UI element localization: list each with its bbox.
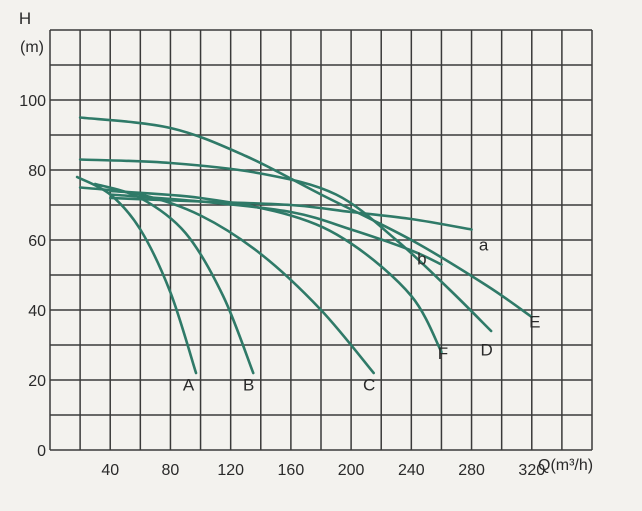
y-axis-label-unit: (m) [20,39,44,56]
y-tick-label: 60 [28,233,46,250]
curve-D [78,158,493,333]
y-tick-label: 100 [19,93,46,110]
grid [49,29,593,451]
curve-b [108,193,443,266]
curve-label-D: D [480,341,492,360]
curve-F [108,189,443,354]
x-tick-label: 280 [458,462,485,479]
y-tick-label: 0 [37,443,46,460]
curve-E [78,116,534,319]
curve-label-A: A [183,376,195,395]
y-tick-label: 20 [28,373,46,390]
curve-C [78,186,375,375]
x-tick-label: 40 [101,462,119,479]
curve-label-b: b [417,250,426,269]
curve-label-B: B [243,376,254,395]
curve-label-a: a [479,236,489,255]
curve-labels: A B C F D Eb a [183,236,541,395]
tick-labels: 40 80 120 160 200 240 280 320 0 20 40 60 80 100 [19,93,545,479]
x-axis-label: Q(m³/h) [538,457,593,474]
y-tick-label: 40 [28,303,46,320]
y-axis-label-h: H [19,9,31,28]
x-tick-label: 240 [398,462,425,479]
curves [75,116,534,375]
curve-label-E: E [529,313,540,332]
curve-label-F: F [438,344,448,363]
y-tick-label: 80 [28,163,46,180]
x-tick-label: 120 [217,462,244,479]
x-tick-label: 320 [518,462,545,479]
x-tick-label: 160 [278,462,305,479]
x-tick-label: 80 [162,462,180,479]
curve-label-C: C [363,376,375,395]
x-tick-label: 200 [338,462,365,479]
